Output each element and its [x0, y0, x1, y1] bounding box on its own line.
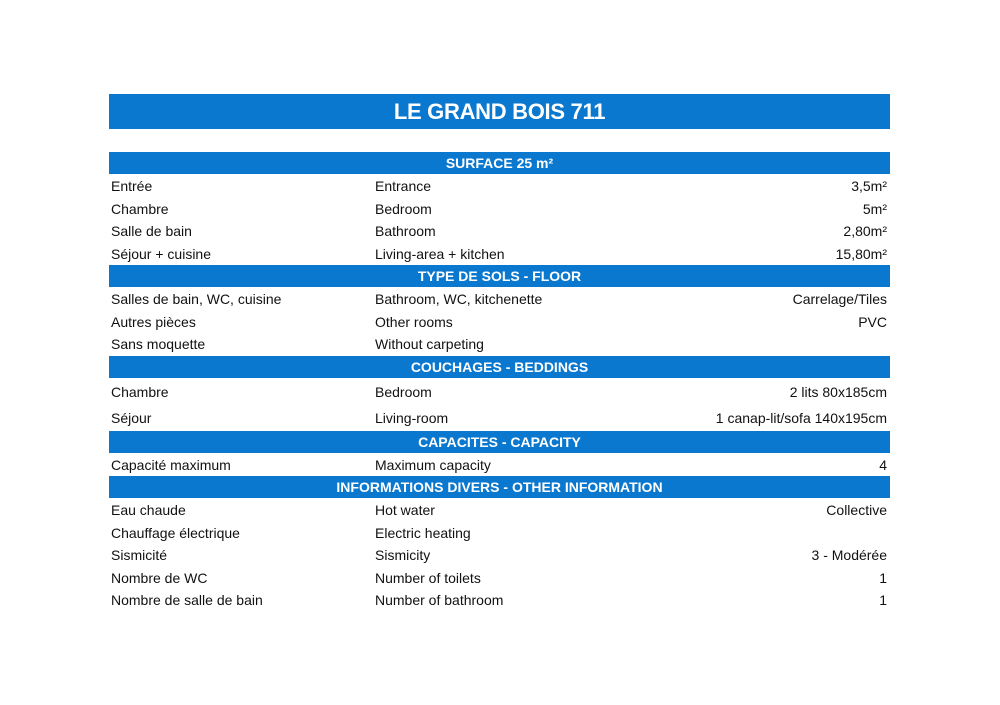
label-english: Sismicity: [375, 547, 431, 564]
table-row: Séjour + cuisine Living-area + kitchen 15,…: [109, 243, 890, 266]
table-row: Nombre de WC Number of toilets 1: [109, 567, 890, 590]
value: 3,5m²: [851, 178, 887, 195]
label-english: Other rooms: [375, 313, 453, 330]
label-english: Entrance: [375, 178, 432, 195]
value: 1 canap-lit/sofa 140x195cm: [715, 409, 887, 426]
label-french: Séjour: [111, 409, 152, 426]
label-english: Maximum capacity: [375, 456, 491, 473]
value: 2 lits 80x185cm: [789, 383, 887, 400]
label-english: Electric heating: [375, 524, 471, 541]
value: 4: [879, 456, 887, 473]
value: Carrelage/Tiles: [792, 291, 887, 308]
label-english: Bedroom: [375, 383, 432, 400]
table-row: Salle de bain Bathroom 2,80m²: [109, 220, 890, 243]
label-french: Entrée: [111, 178, 153, 195]
label-english: Bathroom, WC, kitchenette: [375, 291, 543, 308]
table-row: Chauffage électrique Electric heating: [109, 522, 890, 545]
table-row: Sismicité Sismicity 3 - Modérée: [109, 544, 890, 567]
section-header: SURFACE 25 m²: [109, 152, 890, 174]
label-french: Sismicité: [111, 547, 168, 564]
table-row: Sans moquette Without carpeting: [109, 333, 890, 356]
value: 3 - Modérée: [811, 547, 887, 564]
label-french: Salles de bain, WC, cuisine: [111, 291, 282, 308]
label-french: Capacité maximum: [111, 456, 231, 473]
table-row: Chambre Bedroom 2 lits 80x185cm: [109, 379, 890, 405]
table-row: Nombre de salle de bain Number of bathroo…: [109, 589, 890, 612]
value: PVC: [858, 313, 887, 330]
section-header: INFORMATIONS DIVERS - OTHER INFORMATION: [109, 476, 890, 498]
label-english: Hot water: [375, 502, 435, 519]
table-row: Capacité maximum Maximum capacity 4: [109, 454, 890, 477]
label-french: Chauffage électrique: [111, 524, 240, 541]
label-english: Without carpeting: [375, 336, 484, 353]
label-french: Eau chaude: [111, 502, 186, 519]
label-english: Number of bathroom: [375, 592, 504, 609]
label-english: Living-area + kitchen: [375, 245, 505, 262]
page-title: LE GRAND BOIS 711: [109, 94, 890, 129]
label-english: Living-room: [375, 409, 449, 426]
section-header: COUCHAGES - BEDDINGS: [109, 355, 890, 378]
info-table: SURFACE 25 m² Entrée Entrance 3,5m² Chambre B…: [109, 152, 890, 612]
label-french: Séjour + cuisine: [111, 245, 212, 262]
label-english: Number of toilets: [375, 569, 481, 586]
section-header: TYPE DE SOLS - FLOOR: [109, 265, 890, 287]
section-header: CAPACITES - CAPACITY: [109, 430, 890, 453]
value: Collective: [826, 502, 887, 519]
label-french: Autres pièces: [111, 313, 196, 330]
table-row: Séjour Living-room 1 canap-lit/sofa 140x19…: [109, 405, 890, 431]
label-english: Bathroom: [375, 223, 436, 240]
table-row: Entrée Entrance 3,5m²: [109, 175, 890, 198]
label-french: Sans moquette: [111, 336, 206, 353]
label-french: Salle de bain: [111, 223, 192, 240]
label-french: Nombre de WC: [111, 569, 208, 586]
table-row: Salles de bain, WC, cuisine Bathroom, WC,…: [109, 288, 890, 311]
label-english: Bedroom: [375, 200, 432, 217]
value: 1: [879, 569, 887, 586]
value: 5m²: [862, 200, 887, 217]
value: 1: [879, 592, 887, 609]
value: 2,80m²: [843, 223, 887, 240]
label-french: Nombre de salle de bain: [111, 592, 263, 609]
value: 15,80m²: [835, 245, 887, 262]
table-row: Eau chaude Hot water Collective: [109, 499, 890, 522]
table-row: Autres pièces Other rooms PVC: [109, 311, 890, 334]
table-row: Chambre Bedroom 5m²: [109, 198, 890, 221]
label-french: Chambre: [111, 200, 169, 217]
label-french: Chambre: [111, 383, 169, 400]
